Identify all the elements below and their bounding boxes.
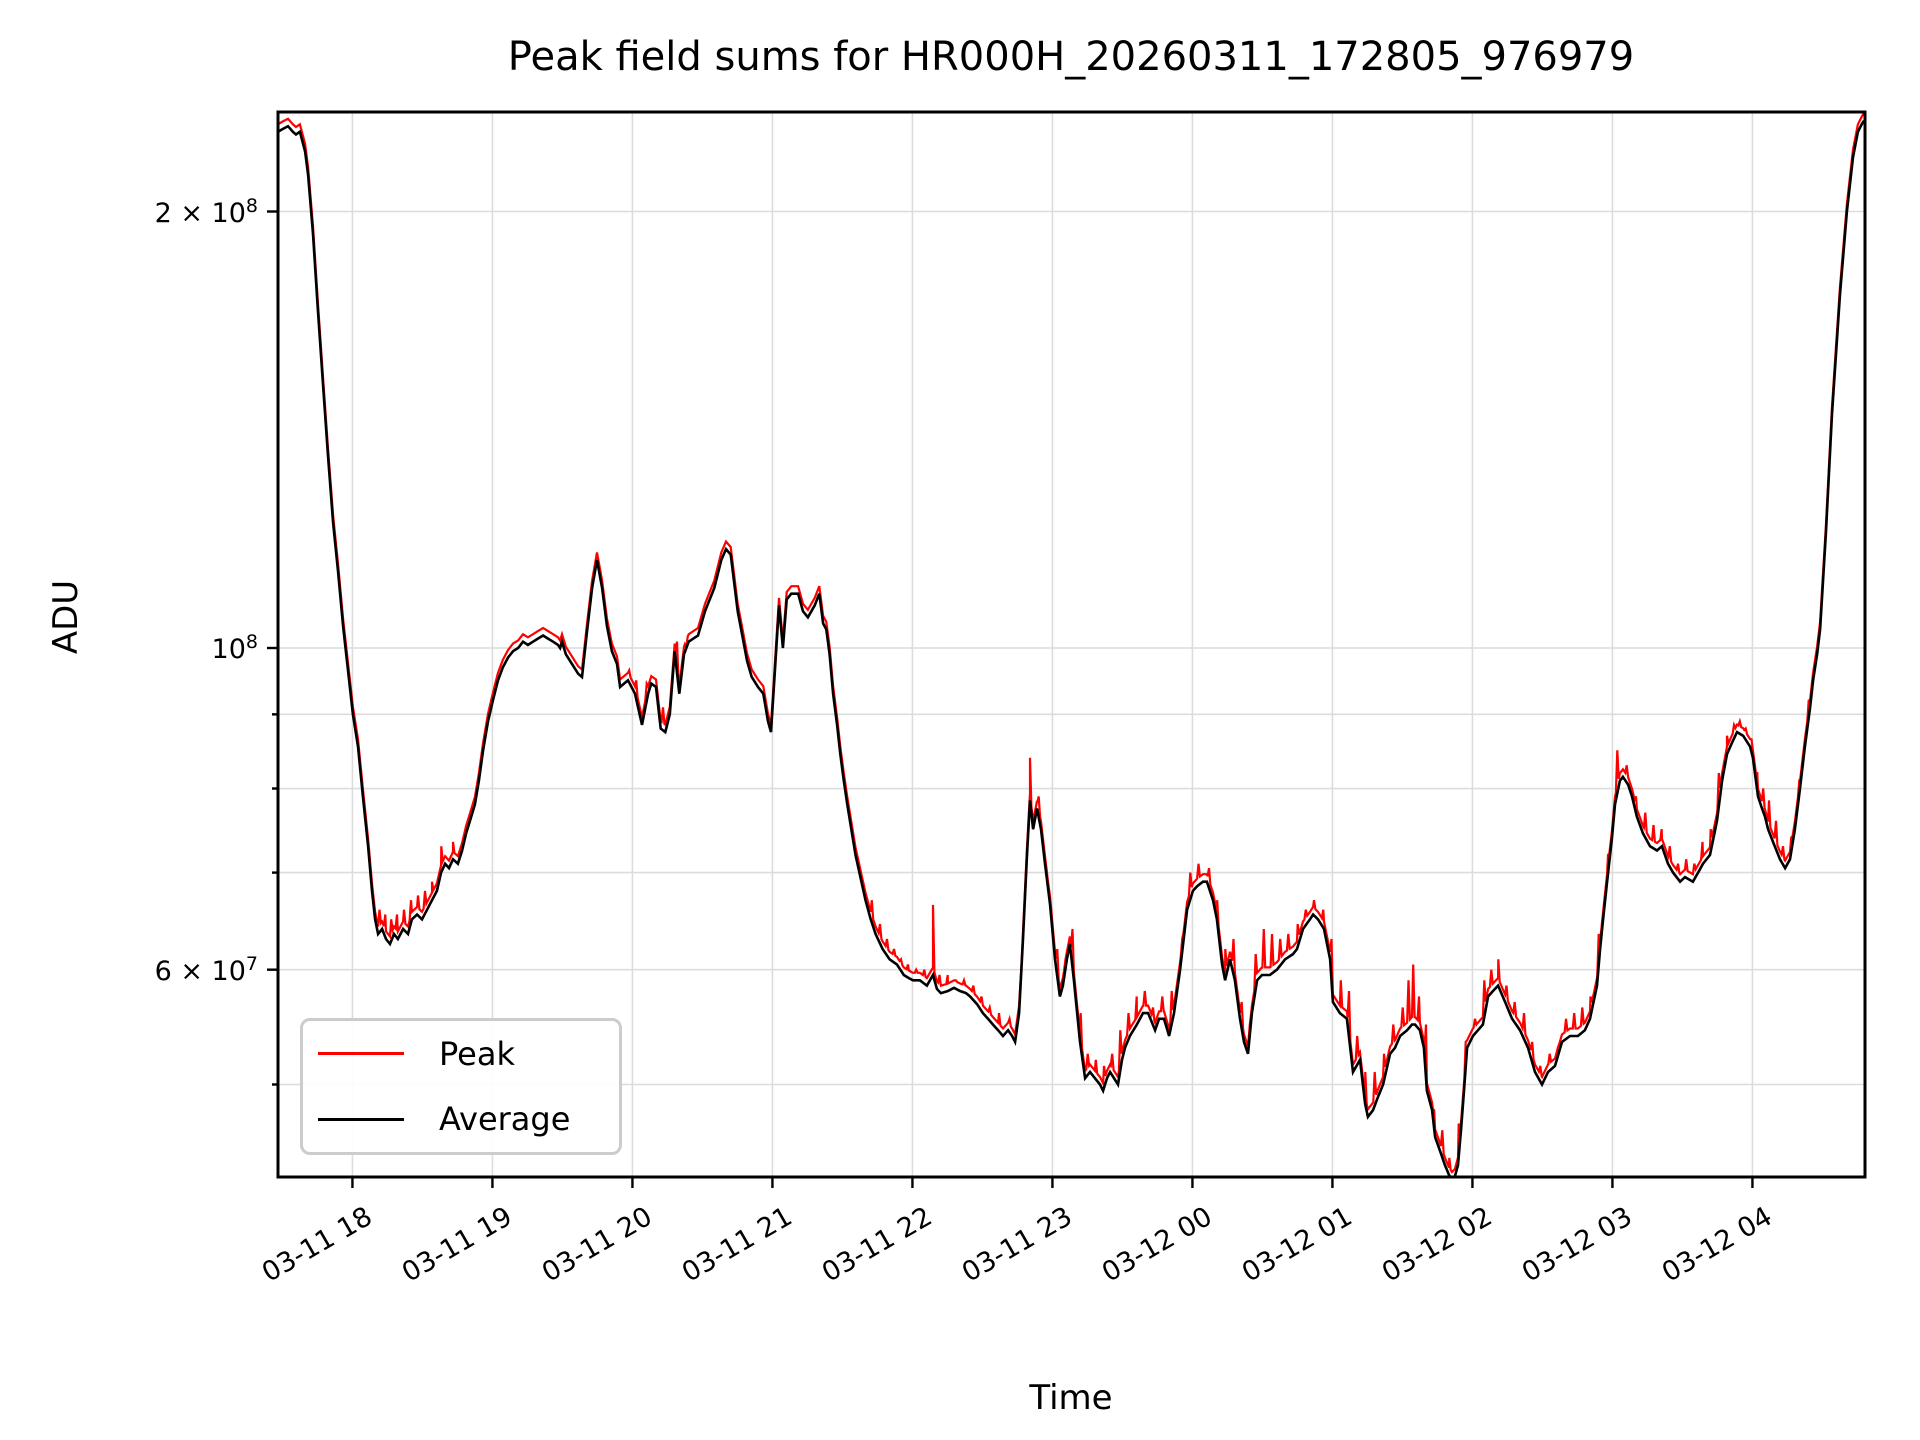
legend-item-average: Average xyxy=(303,1087,619,1153)
series-average xyxy=(278,120,1865,1177)
y-tick-label: 108 xyxy=(211,631,258,665)
legend-item-peak: Peak xyxy=(303,1021,619,1087)
average-line-swatch xyxy=(318,1117,404,1121)
legend-label-average: Average xyxy=(439,1100,571,1139)
legend: Peak Average xyxy=(300,1018,622,1155)
axes-spines xyxy=(276,110,1867,1179)
y-tick-label: 2 × 108 xyxy=(154,194,258,229)
grid xyxy=(278,112,1865,1177)
legend-label-peak: Peak xyxy=(439,1034,515,1073)
chart-title: Peak field sums for HR000H_20260311_1728… xyxy=(507,34,1635,80)
ticks xyxy=(267,210,1754,1188)
y-tick-label: 6 × 107 xyxy=(154,952,258,987)
x-axis-label: Time xyxy=(1029,1378,1113,1418)
peak-line-swatch xyxy=(318,1052,404,1056)
series-peak xyxy=(278,112,1865,1174)
series xyxy=(278,112,1865,1177)
